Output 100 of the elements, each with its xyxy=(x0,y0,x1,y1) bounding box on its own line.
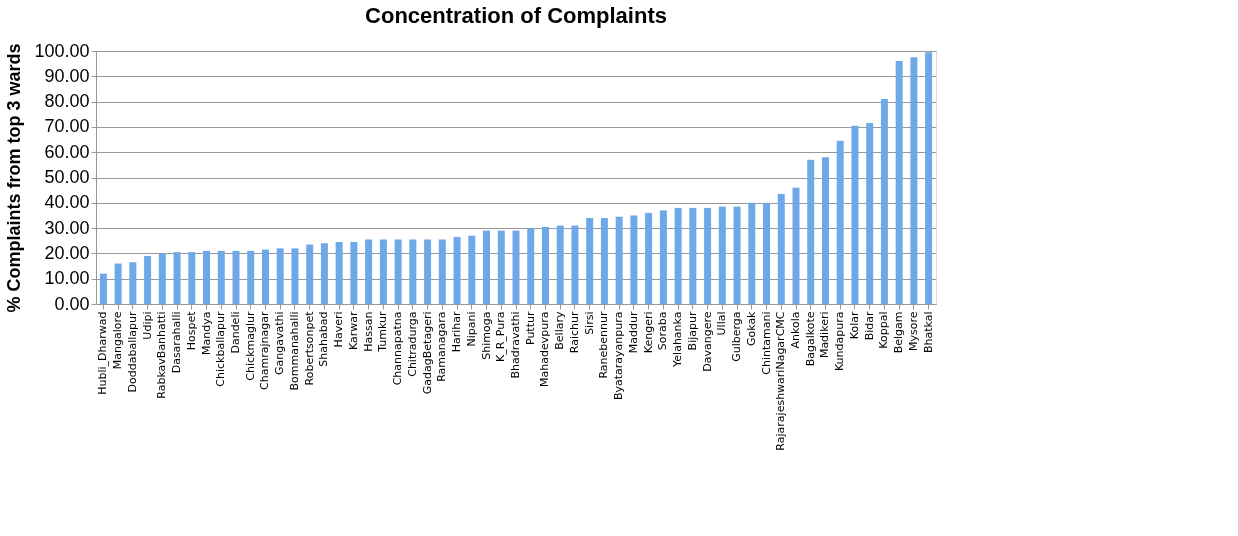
x-tick-label: Hubli_Dharwad xyxy=(96,311,110,395)
x-tick-label: Tumkur xyxy=(376,311,390,353)
bar xyxy=(630,215,638,304)
y-tick-label: 0.00 xyxy=(54,293,90,314)
bar xyxy=(497,230,505,304)
bar xyxy=(910,57,918,304)
bar xyxy=(483,230,491,304)
x-tick-label: Chintamani xyxy=(759,311,773,375)
x-tick-label: Madikeri xyxy=(818,311,832,359)
x-tick-label: Mandya xyxy=(199,311,213,355)
x-tick-label: Sirsi xyxy=(582,311,596,335)
bar xyxy=(821,157,829,304)
bar xyxy=(129,262,137,304)
y-tick-label: 70.00 xyxy=(44,116,90,137)
x-tick-label: Udipi xyxy=(140,311,154,340)
bar xyxy=(232,250,240,304)
bar xyxy=(895,61,903,304)
x-tick-label: Harihar xyxy=(450,311,464,353)
bar xyxy=(880,99,888,304)
bar xyxy=(453,236,461,304)
x-tick-label: Chickballapur xyxy=(214,311,228,387)
x-tick-label: Hospet xyxy=(184,310,198,351)
x-tick-label: Bijapur xyxy=(685,311,699,351)
bar xyxy=(144,255,152,304)
x-tick-label: Belgam xyxy=(892,311,906,354)
bar xyxy=(556,225,564,304)
y-tick-label: 50.00 xyxy=(44,167,90,187)
bar xyxy=(394,239,402,304)
bar xyxy=(733,206,741,304)
bar xyxy=(704,207,712,304)
x-tick-label: Maddur xyxy=(626,311,640,354)
bar xyxy=(659,210,667,304)
bar xyxy=(247,250,255,304)
bar xyxy=(527,228,535,304)
bar xyxy=(748,202,756,304)
bar xyxy=(851,125,859,304)
bar xyxy=(291,248,299,304)
bar xyxy=(173,252,181,304)
bar xyxy=(689,207,697,304)
bar xyxy=(866,123,874,304)
x-tick-label: Bidar xyxy=(862,311,876,341)
x-tick-label: Bellary xyxy=(553,311,567,350)
x-tick-label: Shimoga xyxy=(479,311,493,360)
bar xyxy=(512,230,520,304)
x-tick-label: Bhatkal xyxy=(921,311,935,354)
x-tick-label: Gangavathi xyxy=(273,311,287,376)
x-tick-label: Doddaballapur xyxy=(125,311,139,393)
x-tick-label: Hassan xyxy=(361,311,375,352)
bar xyxy=(261,249,269,304)
x-tick-label: K_R_Pura xyxy=(494,311,508,363)
x-tick-label: Mysore xyxy=(906,311,920,352)
x-tick-label: Haveri xyxy=(332,311,346,348)
y-tick-label: 30.00 xyxy=(44,217,90,238)
x-tick-label: RajarajeshwariNagarCMC xyxy=(774,311,788,451)
x-tick-label: Mangalore xyxy=(111,311,125,370)
bar xyxy=(409,239,417,304)
x-tick-label: Dandeli xyxy=(229,311,242,354)
bar xyxy=(718,206,726,304)
x-tick-label: Ramanagara xyxy=(435,311,449,382)
chart-title: Concentration of Complaints xyxy=(365,3,667,28)
y-tick-label: 40.00 xyxy=(44,192,90,213)
x-tick-label: Shahabad xyxy=(317,311,331,367)
x-tick-label: Robertsonpet xyxy=(302,310,316,386)
bar xyxy=(807,159,815,304)
bar xyxy=(763,202,771,304)
x-tick-label: Kengeri xyxy=(641,311,655,354)
bar xyxy=(114,263,122,304)
bar xyxy=(99,273,107,304)
bar xyxy=(777,193,785,304)
bar xyxy=(188,252,196,304)
x-tick-label: Soraba xyxy=(656,311,670,351)
bar xyxy=(468,235,476,304)
x-tick-label: Gokak xyxy=(744,310,758,347)
bar xyxy=(276,248,284,304)
x-tick-label: Gulberga xyxy=(730,311,744,362)
bar xyxy=(792,187,800,304)
y-tick-label: 20.00 xyxy=(44,242,90,263)
x-tick-label: GadagBetageri xyxy=(420,311,434,395)
y-tick-label: 10.00 xyxy=(44,268,90,289)
x-tick-label: Karwar xyxy=(346,311,360,351)
y-tick-label: 90.00 xyxy=(44,65,90,86)
x-tick-label: RabkavBanhatti xyxy=(155,311,169,399)
bar xyxy=(571,225,579,304)
y-tick-label: 80.00 xyxy=(44,91,90,112)
bar xyxy=(217,250,225,304)
x-tick-label: Koppal xyxy=(877,311,891,349)
y-axis-title: % Complaints from top 3 wards xyxy=(4,43,25,313)
x-tick-label: Raichur xyxy=(567,311,581,354)
x-tick-label: Nipani xyxy=(464,311,478,347)
x-tick-label: Bagalkote xyxy=(803,311,817,367)
bar xyxy=(674,207,682,304)
bar xyxy=(836,140,844,304)
bar xyxy=(586,217,594,304)
x-tick-label: Ullal xyxy=(715,311,729,336)
bar xyxy=(541,226,549,304)
x-tick-label: Mahadevpura xyxy=(538,311,552,387)
bar xyxy=(320,243,328,304)
bar xyxy=(203,250,211,304)
bar xyxy=(379,239,387,304)
x-tick-label: Byatarayanpura xyxy=(612,311,626,401)
